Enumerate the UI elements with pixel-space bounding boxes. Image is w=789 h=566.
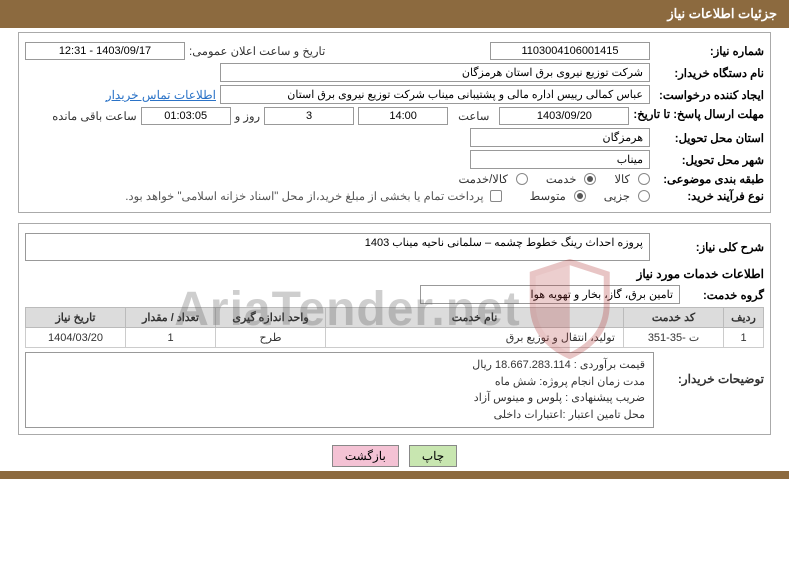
cell-idx: 1 xyxy=(724,328,764,348)
announce-field: 1403/09/17 - 12:31 xyxy=(25,42,185,60)
deadline-label: مهلت ارسال پاسخ: تا تاریخ: xyxy=(633,109,764,123)
row-buyer-org: نام دستگاه خریدار: شرکت توزیع نیروی برق … xyxy=(25,63,764,82)
radio-medium-label: متوسط xyxy=(530,189,566,203)
process-type-label: نوع فرآیند خرید: xyxy=(654,189,764,203)
th-unit: واحد اندازه گیری xyxy=(216,308,326,328)
province-label: استان محل تحویل: xyxy=(654,131,764,145)
days-field: 3 xyxy=(264,107,354,125)
radio-service-label: خدمت xyxy=(546,172,577,186)
time-label: ساعت xyxy=(458,109,489,123)
row-buyer-notes: توضیحات خریدار: قیمت برآوردی : 18.667.28… xyxy=(25,352,764,428)
radio-medium[interactable] xyxy=(574,190,586,202)
details-panel: AriaTender.net شرح کلی نیاز: پروزه احداث… xyxy=(18,223,771,435)
radio-goods-label: کالا xyxy=(614,172,630,186)
services-table: ردیف کد خدمت نام خدمت واحد اندازه گیری ت… xyxy=(25,307,764,348)
radio-both-label: کالا/خدمت xyxy=(459,172,508,186)
city-label: شهر محل تحویل: xyxy=(654,153,764,167)
th-date: تاریخ نیاز xyxy=(26,308,126,328)
print-button[interactable]: چاپ xyxy=(409,445,457,467)
need-number-field: 1103004106001415 xyxy=(490,42,650,60)
back-button[interactable]: بازگشت xyxy=(332,445,399,467)
footer-bar xyxy=(0,471,789,479)
header-bar: جزئیات اطلاعات نیاز xyxy=(0,0,789,28)
th-name: نام خدمت xyxy=(326,308,624,328)
note-line-2: مدت زمان انجام پروژه: شش ماه xyxy=(34,374,645,391)
city-field: میناب xyxy=(470,150,650,169)
cell-code: ت -35-351 xyxy=(624,328,724,348)
days-suffix: روز و xyxy=(235,109,260,123)
row-overview: شرح کلی نیاز: پروزه احداث رینگ خطوط چشمه… xyxy=(25,233,764,261)
announce-label: تاریخ و ساعت اعلان عمومی: xyxy=(189,44,325,58)
note-line-1: قیمت برآوردی : 18.667.283.114 ریال xyxy=(34,357,645,374)
th-qty: تعداد / مقدار xyxy=(126,308,216,328)
table-header-row: ردیف کد خدمت نام خدمت واحد اندازه گیری ت… xyxy=(26,308,764,328)
button-bar: چاپ بازگشت xyxy=(0,445,789,467)
subject-class-radios: کالا خدمت کالا/خدمت xyxy=(447,172,651,186)
row-province: استان محل تحویل: هرمزگان xyxy=(25,128,764,147)
remain-time-field: 01:03:05 xyxy=(141,107,231,125)
table-row: 1 ت -35-351 تولید، انتقال و توزیع برق طر… xyxy=(26,328,764,348)
buyer-notes-label: توضیحات خریدار: xyxy=(654,352,764,428)
row-requester: ایجاد کننده درخواست: عباس کمالی رییس ادا… xyxy=(25,85,764,104)
radio-partial-label: جزیی xyxy=(604,189,630,203)
service-group-field: تامین برق، گاز، بخار و تهویه هوا xyxy=(420,285,680,304)
deadline-date-field: 1403/09/20 xyxy=(499,107,629,125)
buyer-org-label: نام دستگاه خریدار: xyxy=(654,66,764,80)
services-title: اطلاعات خدمات مورد نیاز xyxy=(25,267,764,281)
remain-suffix: ساعت باقی مانده xyxy=(52,109,136,123)
buyer-notes-box: قیمت برآوردی : 18.667.283.114 ریال مدت ز… xyxy=(25,352,654,428)
row-city: شهر محل تحویل: میناب xyxy=(25,150,764,169)
need-number-label: شماره نیاز: xyxy=(654,44,764,58)
province-field: هرمزگان xyxy=(470,128,650,147)
row-subject-class: طبقه بندی موضوعی: کالا خدمت کالا/خدمت xyxy=(25,172,764,186)
row-deadline: مهلت ارسال پاسخ: تا تاریخ: 1403/09/20 سا… xyxy=(25,107,764,125)
cell-name: تولید، انتقال و توزیع برق xyxy=(326,328,624,348)
buyer-org-field: شرکت توزیع نیروی برق استان هرمزگان xyxy=(220,63,650,82)
header-title: جزئیات اطلاعات نیاز xyxy=(667,6,777,21)
cell-unit: طرح xyxy=(216,328,326,348)
radio-goods[interactable] xyxy=(638,173,650,185)
payment-note: پرداخت تمام یا بخشی از مبلغ خرید،از محل … xyxy=(125,189,483,203)
subject-class-label: طبقه بندی موضوعی: xyxy=(654,172,764,186)
row-need-number: شماره نیاز: 1103004106001415 تاریخ و ساع… xyxy=(25,42,764,60)
cell-qty: 1 xyxy=(126,328,216,348)
radio-service[interactable] xyxy=(584,173,596,185)
process-type-radios: جزیی متوسط xyxy=(518,189,650,203)
requester-label: ایجاد کننده درخواست: xyxy=(654,88,764,102)
deadline-time-field: 14:00 xyxy=(358,107,448,125)
note-line-4: محل تامین اعتبار :اعتبارات داخلی xyxy=(34,407,645,424)
overview-field: پروزه احداث رینگ خطوط چشمه – سلمانی ناحی… xyxy=(25,233,650,261)
th-row: ردیف xyxy=(724,308,764,328)
note-line-3: ضریب پیشنهادی : پلوس و مینوس آزاد xyxy=(34,390,645,407)
row-service-group: گروه خدمت: تامین برق، گاز، بخار و تهویه … xyxy=(25,285,764,304)
service-group-label: گروه خدمت: xyxy=(684,288,764,302)
radio-partial[interactable] xyxy=(638,190,650,202)
cell-date: 1404/03/20 xyxy=(26,328,126,348)
main-form-panel: شماره نیاز: 1103004106001415 تاریخ و ساع… xyxy=(18,32,771,213)
overview-label: شرح کلی نیاز: xyxy=(654,240,764,254)
radio-both[interactable] xyxy=(516,173,528,185)
requester-field: عباس کمالی رییس اداره مالی و پشتیبانی می… xyxy=(220,85,650,104)
row-process-type: نوع فرآیند خرید: جزیی متوسط پرداخت تمام … xyxy=(25,189,764,203)
checkbox-payment[interactable] xyxy=(490,190,502,202)
contact-link[interactable]: اطلاعات تماس خریدار xyxy=(106,88,216,102)
th-code: کد خدمت xyxy=(624,308,724,328)
